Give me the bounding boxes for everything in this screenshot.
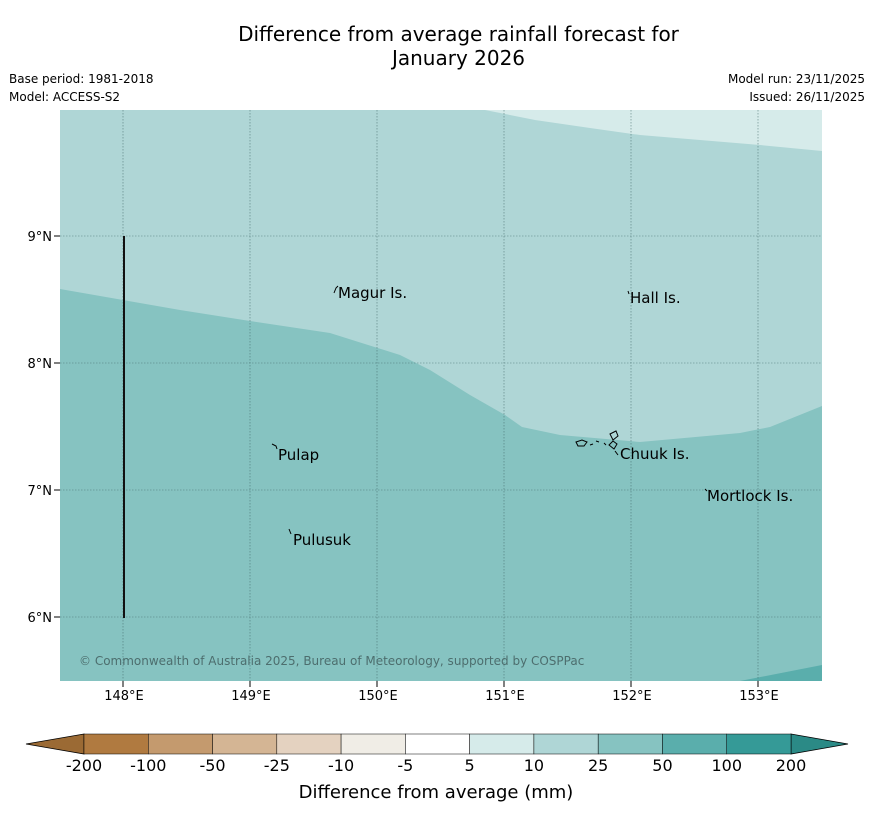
chuuk-lagoon-shape [575, 430, 619, 456]
field-5-10 [485, 110, 822, 151]
copyright-notice: © Commonwealth of Australia 2025, Bureau… [79, 654, 584, 668]
mortlock-island-shape [704, 488, 708, 492]
colorbar-title: Difference from average (mm) [299, 782, 574, 803]
colorbar-bin [597, 733, 663, 755]
colorbar-bin [726, 733, 792, 755]
colorbar-tick-label: 200 [776, 756, 807, 775]
field-10-25 [60, 110, 822, 442]
colorbar-tick-label: 5 [465, 756, 475, 775]
island-label-hall: Hall Is. [630, 289, 681, 307]
model-run: Model run: 23/11/2025 [727, 72, 865, 86]
chart-title: Difference from average rainfall forecas… [0, 22, 873, 70]
island-label-pulap: Pulap [278, 446, 319, 464]
island-label-magur: Magur Is. [338, 284, 407, 302]
colorbar-bin [533, 733, 599, 755]
island-label-mortlock: Mortlock Is. [707, 487, 793, 505]
axis-ticks [54, 235, 759, 687]
lon-label-151e: 151°E [485, 689, 525, 704]
lat-label-9n: 9°N [28, 230, 53, 245]
meta-left: Base period: 1981-2018 Model: ACCESS-S2 [9, 70, 154, 106]
issued-date: Issued: 26/11/2025 [749, 90, 865, 104]
colorbar-bin [83, 733, 149, 755]
colorbar-bin [662, 733, 727, 755]
pulap-island-shape [271, 443, 278, 450]
colorbar: -200 -100 -50 -25 -10 -5 5 10 25 50 100 200 [25, 733, 849, 775]
colorbar-bin [148, 733, 213, 755]
colorbar-bin [212, 733, 278, 755]
lat-label-8n: 8°N [28, 357, 53, 372]
title-line-1: Difference from average rainfall forecas… [238, 22, 679, 46]
colorbar-bin [405, 733, 470, 755]
colorbar-under-arrow [25, 733, 85, 755]
model-name: Model: ACCESS-S2 [9, 90, 121, 104]
colorbar-tick-label: 25 [588, 756, 608, 775]
lon-label-148e: 148°E [104, 689, 144, 704]
island-outlines [271, 285, 708, 535]
colorbar-tick-label: 10 [524, 756, 544, 775]
field-50-100 [740, 665, 822, 681]
lat-label-7n: 7°N [28, 484, 53, 499]
island-label-chuuk: Chuuk Is. [620, 445, 689, 463]
colorbar-bin [340, 733, 406, 755]
map-area: Magur Is. Hall Is. Pulap Chuuk Is. Mortl… [60, 110, 822, 681]
colorbar-bin [469, 733, 535, 755]
lon-label-153e: 153°E [739, 689, 779, 704]
lon-label-152e: 152°E [612, 689, 652, 704]
pulusuk-island-shape [288, 528, 292, 535]
lon-label-150e: 150°E [358, 689, 398, 704]
magur-island-shape [333, 285, 339, 294]
colorbar-bin [276, 733, 342, 755]
colorbar-tick-label: -5 [397, 756, 413, 775]
colorbar-tick-label: -50 [199, 756, 225, 775]
meta-right: Model run: 23/11/2025 Issued: 26/11/2025 [728, 70, 865, 106]
colorbar-tick-label: -10 [328, 756, 354, 775]
title-line-2: January 2026 [391, 46, 526, 70]
colorbar-tick-label: -25 [264, 756, 290, 775]
graticule [60, 110, 822, 681]
colorbar-over-arrow [790, 733, 849, 755]
lon-label-149e: 149°E [231, 689, 271, 704]
base-period: Base period: 1981-2018 [9, 72, 154, 86]
colorbar-tick-label: 50 [652, 756, 672, 775]
colorbar-tick-label: -100 [130, 756, 166, 775]
hall-island-shape [627, 290, 630, 295]
colorbar-tick-label: 100 [711, 756, 742, 775]
lat-label-6n: 6°N [28, 611, 53, 626]
colorbar-tick-label: -200 [66, 756, 102, 775]
island-label-pulusuk: Pulusuk [293, 531, 351, 549]
